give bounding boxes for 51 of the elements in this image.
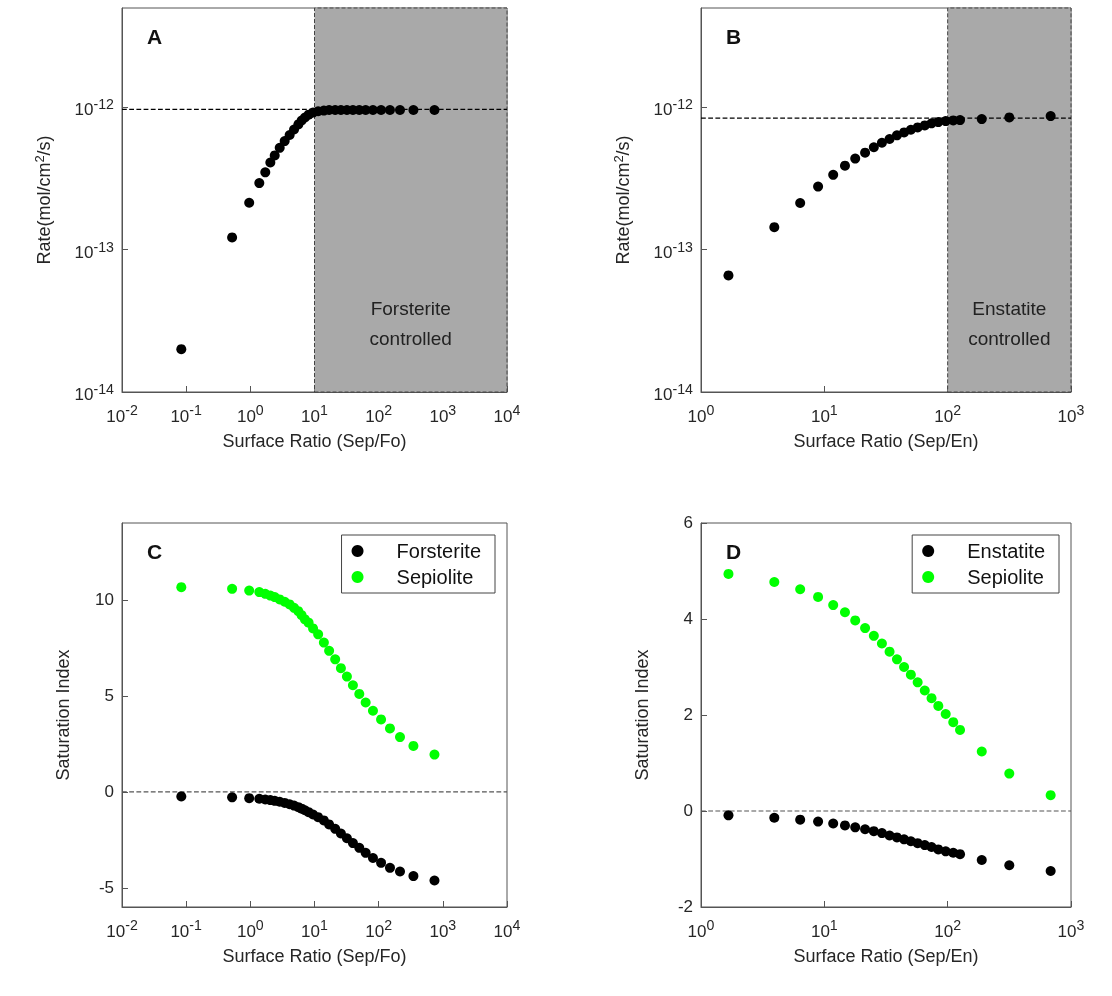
x-tick-label: 10$^{1}$: [301, 916, 328, 942]
y-tick-label: -2: [677, 897, 693, 917]
x-tick-label: 10$^{1}$: [810, 401, 838, 427]
x-axis-title: Surface Ratio (Sep/En): [793, 946, 979, 966]
legend-label: Sepiolite: [396, 566, 474, 588]
y-axis-title: Rate(mol/cm2/s): [32, 135, 54, 265]
x-tick-label: 10$^{0}$: [687, 916, 715, 942]
y-axis-title: Saturation Index: [53, 649, 73, 781]
x-tick-label: 10$^{-1}$: [170, 916, 202, 942]
x-tick-label: 10$^{3}$: [1057, 401, 1085, 427]
y-tick-label: 10$^{-12}$: [74, 95, 114, 121]
y-tick-label: 4: [683, 609, 693, 629]
x-axis-title: Surface Ratio (Sep/Fo): [222, 946, 407, 966]
x-tick-label: 10$^{-1}$: [170, 401, 202, 427]
x-tick-label: 10$^{3}$: [429, 401, 457, 427]
x-axis-title: Surface Ratio (Sep/Fo): [222, 431, 407, 451]
x-tick-label: 10$^{0}$: [236, 401, 264, 427]
band-label: Enstatite controlled: [967, 297, 1052, 351]
annotation: B: [726, 25, 742, 48]
band-label: Forsterite controlled: [368, 297, 453, 351]
x-tick-label: 10$^{-2}$: [106, 916, 138, 942]
x-tick-label: 10$^{0}$: [236, 916, 264, 942]
x-tick-label: 10$^{2}$: [934, 916, 962, 942]
x-tick-label: 10$^{4}$: [493, 916, 521, 942]
y-tick-label: 2: [683, 705, 693, 725]
legend-label: Sepiolite: [967, 566, 1044, 588]
x-tick-label: 10$^{2}$: [365, 401, 393, 427]
x-tick-label: 10$^{3}$: [429, 916, 457, 942]
annotation: A: [147, 25, 163, 48]
x-tick-label: 10$^{2}$: [934, 401, 962, 427]
y-tick-label: 10$^{-13}$: [653, 237, 693, 264]
y-tick-label: 5: [104, 685, 114, 706]
x-tick-label: 10$^{2}$: [365, 916, 393, 942]
x-axis-title: Surface Ratio (Sep/En): [793, 431, 979, 451]
y-axis-title: Saturation Index: [632, 649, 652, 781]
y-tick-label: 0: [683, 801, 693, 821]
y-axis-title: Rate(mol/cm2/s): [611, 135, 633, 265]
legend-label: Forsterite: [396, 540, 482, 562]
y-tick-label: 0: [104, 781, 114, 802]
x-tick-label: 10$^{4}$: [493, 401, 521, 427]
y-tick-label: -5: [98, 877, 114, 898]
y-tick-label: 10: [95, 589, 114, 610]
x-tick-label: 10$^{3}$: [1057, 916, 1085, 942]
y-tick-label: 6: [683, 513, 693, 533]
x-tick-label: 10$^{1}$: [301, 401, 328, 427]
x-tick-label: 10$^{1}$: [810, 916, 838, 942]
y-tick-label: 10$^{-13}$: [74, 237, 114, 264]
legend-label: Enstatite: [967, 540, 1046, 562]
annotation: C: [147, 540, 163, 563]
y-tick-label: 10$^{-12}$: [653, 95, 693, 121]
annotation: D: [726, 540, 742, 563]
